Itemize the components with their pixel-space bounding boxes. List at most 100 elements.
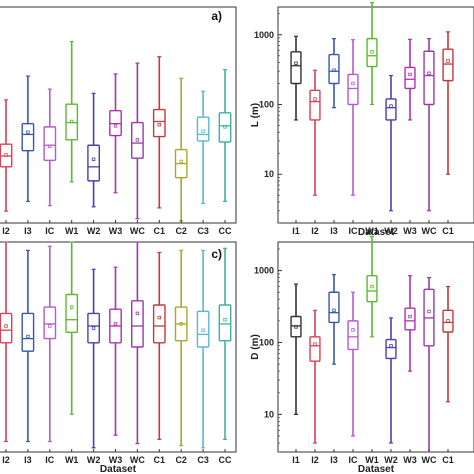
box-I3 bbox=[21, 75, 35, 202]
box-iqr bbox=[43, 126, 57, 162]
x-tick-label: C1 bbox=[442, 226, 454, 236]
panel-c: Dataset c) I2 I3 IC W1 W2 W3 WC C1 C2 C3 CC bbox=[0, 241, 237, 474]
y-tick-label: 1000 bbox=[254, 266, 274, 276]
box-C2 bbox=[174, 77, 188, 222]
box-I3 bbox=[21, 249, 35, 443]
x-tick-label: W3 bbox=[403, 226, 417, 236]
box-iqr bbox=[196, 116, 210, 142]
panel-a: a) I2 I3 IC W1 W2 W3 WC C1 C2 C3 CC bbox=[0, 6, 237, 236]
mean-marker bbox=[313, 342, 317, 346]
y-tick-label: 10 bbox=[264, 169, 274, 179]
mean-marker bbox=[408, 314, 412, 319]
x-tick-label: WC bbox=[422, 226, 437, 236]
mean-marker bbox=[294, 325, 298, 329]
box-iqr bbox=[385, 338, 397, 360]
mean-marker bbox=[201, 129, 205, 133]
box-iqr bbox=[404, 66, 416, 90]
box-iqr bbox=[152, 304, 166, 344]
x-tick-label: IC bbox=[349, 226, 359, 236]
box-IC bbox=[43, 245, 57, 443]
box-iqr bbox=[21, 312, 35, 352]
box-I2 bbox=[309, 69, 321, 196]
mean-marker bbox=[48, 324, 52, 328]
x-tick-label: W1 bbox=[365, 455, 379, 465]
mean-marker bbox=[4, 153, 8, 157]
box-W2 bbox=[385, 74, 397, 212]
x-tick-label: CC bbox=[219, 455, 232, 465]
box-iqr bbox=[442, 48, 454, 82]
y-tick-label: 1000 bbox=[254, 30, 274, 40]
mean-marker bbox=[223, 125, 227, 129]
box-iqr bbox=[385, 98, 397, 121]
box-CC bbox=[218, 247, 232, 440]
box-W2 bbox=[385, 317, 397, 444]
plot-frame bbox=[277, 241, 474, 453]
x-tick-label: I3 bbox=[330, 455, 338, 465]
x-tick-label: W2 bbox=[87, 226, 101, 236]
box-IC bbox=[347, 291, 359, 437]
plot-frame bbox=[0, 6, 237, 224]
mean-marker bbox=[294, 61, 298, 65]
x-tick-label: I3 bbox=[330, 226, 338, 236]
box-iqr bbox=[366, 37, 378, 68]
x-tick-label: I2 bbox=[311, 455, 319, 465]
mean-marker bbox=[48, 144, 52, 149]
mean-marker bbox=[91, 326, 96, 330]
box-C1 bbox=[152, 56, 166, 209]
box-I3 bbox=[328, 274, 340, 365]
x-tick-label: IC bbox=[349, 455, 359, 465]
y-axis-label: D (m) bbox=[250, 334, 261, 360]
x-tick-label: I2 bbox=[2, 455, 10, 465]
y-axis-label: L (m) bbox=[250, 103, 261, 127]
x-tick-label: C1 bbox=[442, 455, 454, 465]
mean-marker bbox=[446, 59, 450, 63]
box-iqr bbox=[366, 274, 378, 303]
mean-marker bbox=[70, 119, 74, 124]
x-tick-label: I1 bbox=[292, 226, 300, 236]
mean-marker bbox=[4, 324, 8, 328]
box-iqr bbox=[218, 304, 232, 342]
box-I1 bbox=[290, 35, 302, 121]
mean-marker bbox=[135, 138, 140, 142]
x-tick-label: W2 bbox=[87, 455, 101, 465]
x-tick-label: C2 bbox=[175, 226, 187, 236]
x-tick-label: C3 bbox=[197, 226, 209, 236]
mean-marker bbox=[26, 334, 30, 339]
x-tick-label: W1 bbox=[65, 226, 79, 236]
box-CC bbox=[218, 69, 232, 202]
box-I1 bbox=[290, 283, 302, 416]
box-iqr bbox=[347, 320, 359, 351]
x-tick-label: I3 bbox=[24, 455, 32, 465]
box-iqr bbox=[0, 312, 13, 344]
x-tick-label: W2 bbox=[384, 455, 398, 465]
mean-marker bbox=[389, 104, 393, 108]
box-C2 bbox=[174, 249, 188, 447]
mean-marker bbox=[223, 317, 227, 322]
mean-marker bbox=[179, 322, 183, 326]
x-tick-label: C2 bbox=[175, 455, 187, 465]
y-tick-label: 10 bbox=[264, 409, 274, 419]
x-axis-label: Dataset bbox=[358, 464, 395, 474]
box-iqr bbox=[21, 122, 35, 152]
box-W1 bbox=[366, 1, 378, 106]
box-iqr bbox=[347, 73, 359, 106]
panel-label: c) bbox=[211, 247, 222, 261]
mean-marker bbox=[427, 309, 431, 314]
x-tick-label: WC bbox=[130, 455, 145, 465]
mean-marker bbox=[157, 315, 161, 320]
x-tick-label: W1 bbox=[365, 226, 379, 236]
box-iqr bbox=[65, 293, 79, 333]
x-tick-label: W3 bbox=[109, 226, 123, 236]
plot-frame bbox=[0, 241, 237, 453]
box-C1 bbox=[442, 31, 454, 175]
mean-marker bbox=[157, 123, 161, 127]
x-tick-label: I1 bbox=[292, 455, 300, 465]
mean-marker bbox=[91, 157, 96, 161]
box-iqr bbox=[131, 300, 144, 348]
box-IC bbox=[347, 39, 359, 196]
box-iqr bbox=[328, 291, 340, 324]
box-W3 bbox=[404, 275, 416, 372]
box-iqr bbox=[290, 51, 302, 85]
x-tick-label: I2 bbox=[311, 226, 319, 236]
